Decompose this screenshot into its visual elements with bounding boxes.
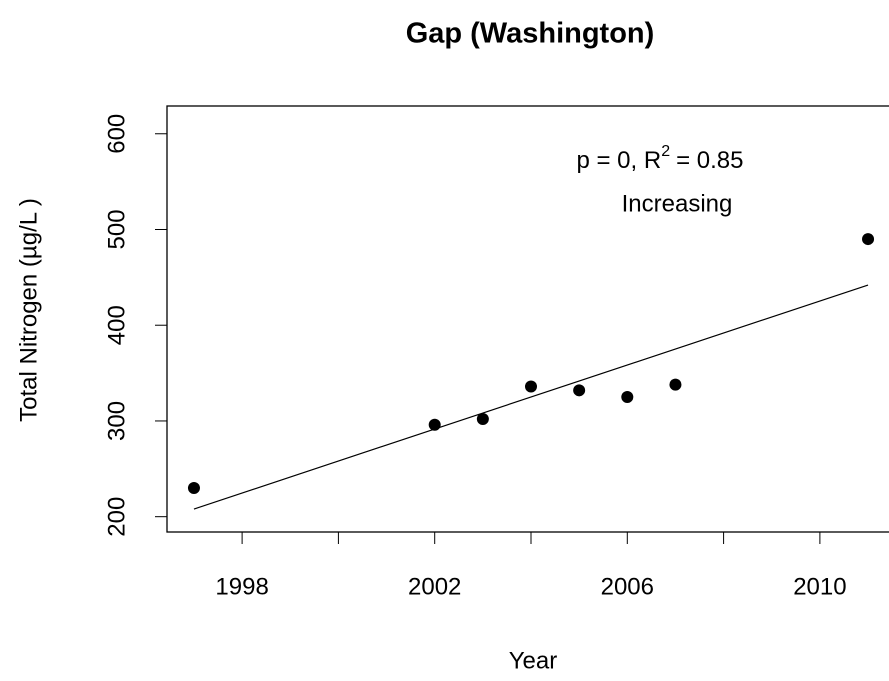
data-point [573,384,586,397]
y-tick-label: 300 [103,401,130,441]
x-tick-label: 2010 [793,573,846,600]
chart-title: Gap (Washington) [406,18,655,50]
data-point [621,391,634,404]
x-tick-label: 2006 [601,573,654,600]
data-point [525,380,537,393]
annotation-r2: = 0.85 [676,147,743,174]
data-point [862,233,875,246]
data-point [669,378,682,391]
annotation-direction: Increasing [622,190,733,217]
annotation-superscript: 2 [661,143,670,160]
y-tick-label: 600 [103,114,130,154]
y-tick-label: 400 [103,305,130,345]
data-point [187,481,200,494]
y-tick-label: 200 [103,497,130,537]
x-axis-label: Year [509,647,558,674]
x-tick-label: 2002 [408,573,461,600]
x-tick-label: 1998 [215,573,268,600]
y-axis-label: Total Nitrogen (µg/L ) [15,198,42,422]
data-point [428,418,441,431]
plot-frame [166,105,889,533]
trend-line [193,284,869,510]
annotation: p = 0, R2 = 0.85 [576,143,743,174]
data-point [476,413,489,426]
annotation-stat: p = 0, R [576,147,661,174]
y-tick-label: 500 [103,209,130,249]
